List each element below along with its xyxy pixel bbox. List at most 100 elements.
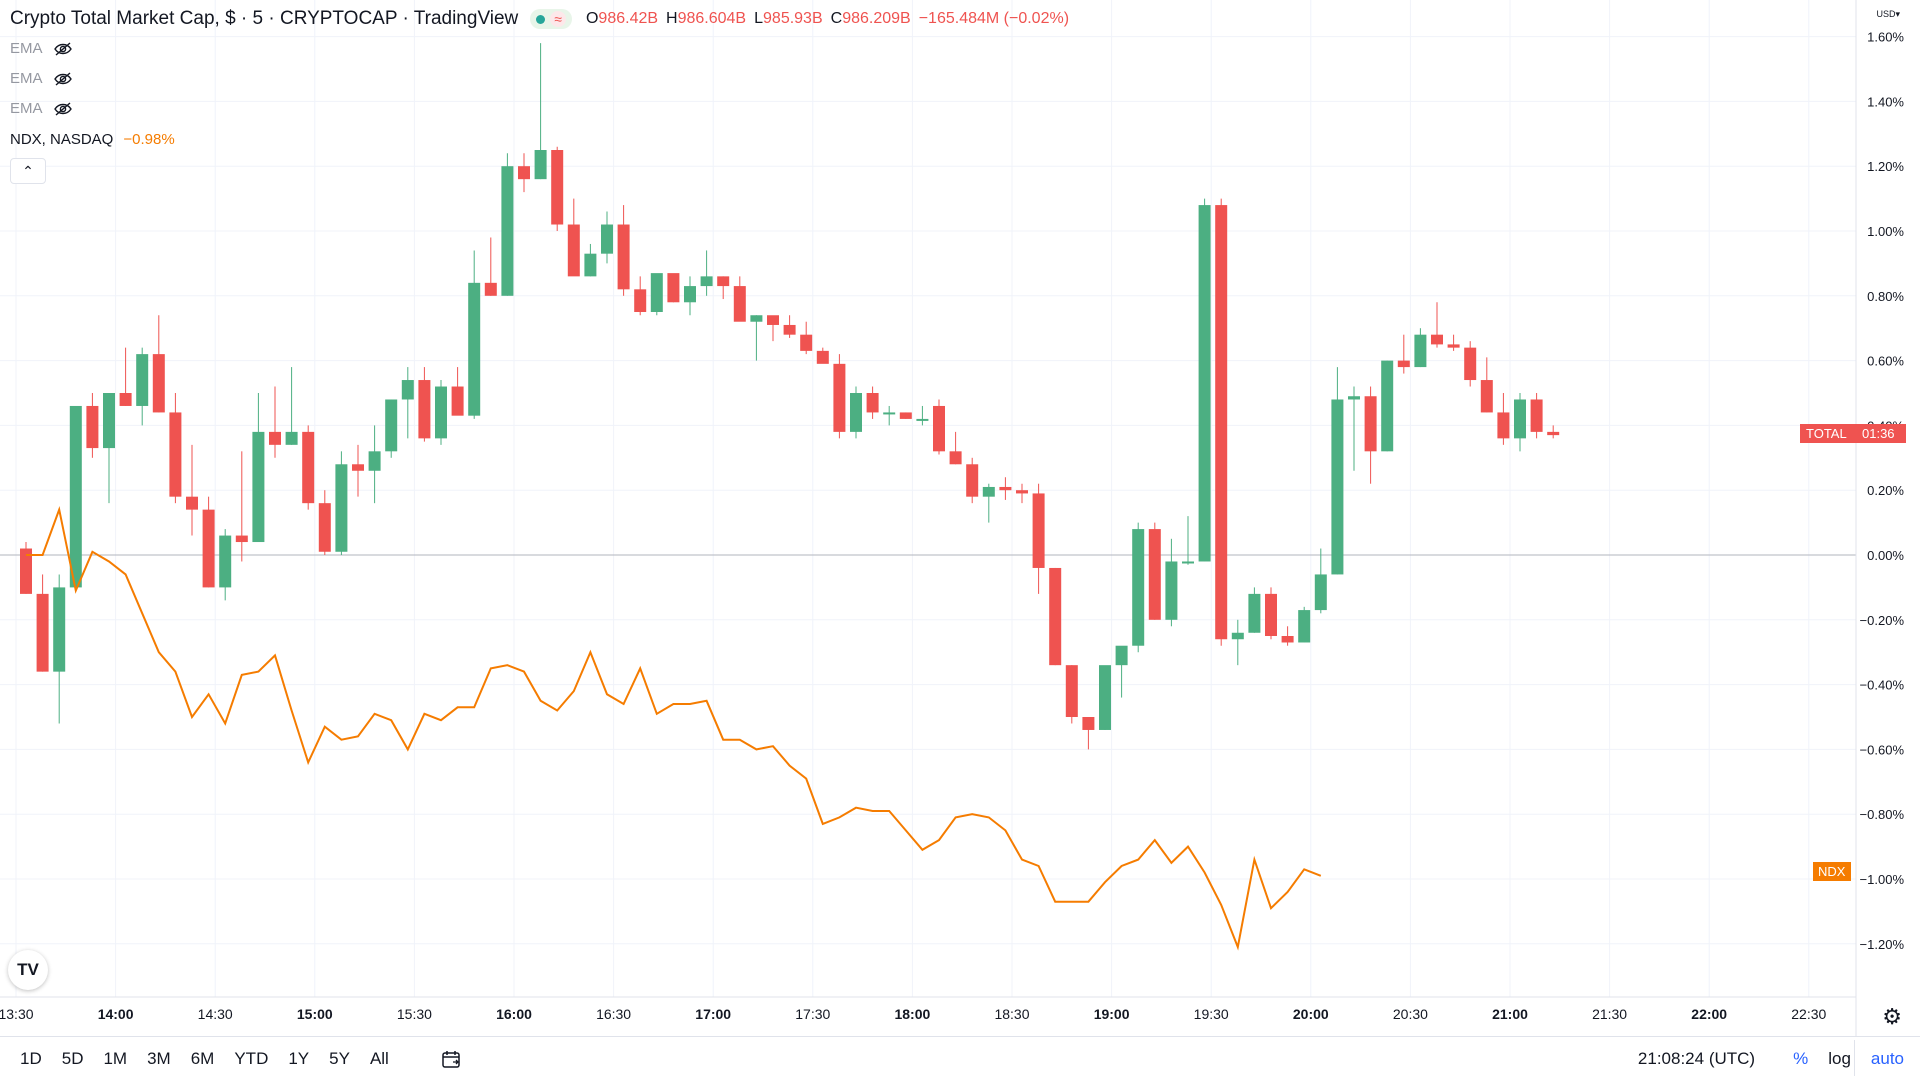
- time-tick-label: 14:00: [98, 1006, 134, 1022]
- eye-hidden-icon[interactable]: [53, 71, 73, 87]
- price-tick-label: −0.80%: [1860, 807, 1905, 822]
- candle-body: [684, 286, 696, 303]
- candle-body: [700, 276, 713, 287]
- eye-hidden-icon[interactable]: [53, 41, 73, 57]
- range-button-3m[interactable]: 3M: [147, 1049, 171, 1068]
- ema-label: EMA: [10, 40, 43, 57]
- candle: [916, 405, 929, 426]
- percent-scale-button[interactable]: %: [1793, 1049, 1809, 1068]
- date-range-buttons: 1D 5D 1M 3M 6M YTD 1Y 5Y All: [10, 1049, 399, 1069]
- candle: [1414, 328, 1427, 368]
- time-tick-label: 18:30: [994, 1006, 1029, 1022]
- candle: [899, 412, 912, 419]
- candle: [966, 457, 979, 504]
- candle-body: [667, 273, 680, 303]
- auto-scale-button[interactable]: auto: [1870, 1049, 1904, 1068]
- candle: [1248, 587, 1261, 633]
- range-button-5d[interactable]: 5D: [61, 1049, 84, 1068]
- candle-body: [1331, 399, 1344, 575]
- candle-body: [20, 548, 32, 594]
- tradingview-logo[interactable]: TV: [8, 950, 48, 990]
- eye-hidden-icon[interactable]: [53, 101, 73, 117]
- candle: [833, 354, 846, 439]
- candle-body: [1348, 396, 1360, 400]
- range-button-1m[interactable]: 1M: [103, 1049, 128, 1068]
- candle-body: [567, 224, 580, 277]
- candle-body: [584, 253, 597, 277]
- candle-body: [899, 412, 912, 419]
- total-badge-countdown: 01:36: [1862, 426, 1895, 441]
- total-price-badge: TOTAL 01:36: [1800, 424, 1906, 443]
- time-tick-label: 21:00: [1492, 1006, 1528, 1022]
- close-value: 986.209B: [842, 10, 911, 27]
- candle-body: [1082, 717, 1095, 730]
- scale-controls: 21:08:24 (UTC) % log auto: [1638, 1037, 1920, 1081]
- candle-body: [235, 535, 248, 543]
- candle: [1265, 587, 1277, 640]
- range-button-1y[interactable]: 1Y: [288, 1049, 310, 1068]
- candle: [1065, 665, 1078, 724]
- candle-body: [468, 282, 481, 416]
- symbol-title[interactable]: Crypto Total Market Cap, $ · 5 · CRYPTOC…: [10, 8, 519, 29]
- candle: [982, 483, 995, 523]
- candle-body: [318, 503, 331, 552]
- candle-body: [136, 354, 149, 406]
- high-label: H: [666, 10, 678, 27]
- candle: [1115, 645, 1128, 698]
- candle-body: [883, 412, 896, 415]
- candle: [1431, 302, 1443, 348]
- candle-body: [767, 315, 779, 325]
- price-tick-label: −0.60%: [1860, 742, 1905, 757]
- candle-body: [451, 386, 464, 416]
- currency-unit-selector[interactable]: USD▾: [1876, 6, 1900, 20]
- candle: [302, 425, 315, 510]
- candle: [783, 315, 796, 338]
- ema-label: EMA: [10, 70, 43, 87]
- candle: [86, 393, 99, 458]
- collapse-legend-button[interactable]: ⌃: [10, 158, 46, 184]
- ndx-line-series: [26, 505, 1322, 951]
- toolbar-divider: [1854, 1040, 1855, 1076]
- chart-plot-area[interactable]: 1.60%1.40%1.20%1.00%0.80%0.60%0.40%0.20%…: [0, 0, 1920, 1036]
- main-legend[interactable]: Crypto Total Market Cap, $ · 5 · CRYPTOC…: [10, 8, 1069, 30]
- candle-body: [1281, 636, 1294, 643]
- candle-body: [816, 350, 829, 364]
- candle-body: [650, 273, 663, 312]
- candle: [202, 496, 215, 588]
- range-button-ytd[interactable]: YTD: [234, 1049, 269, 1068]
- candle-body: [601, 224, 613, 254]
- indicator-ema-3[interactable]: EMA: [10, 100, 73, 117]
- time-tick-label: 20:30: [1393, 1006, 1428, 1022]
- range-button-6m[interactable]: 6M: [190, 1049, 215, 1068]
- gear-icon[interactable]: ⚙: [1882, 1004, 1902, 1029]
- candle-body: [53, 587, 66, 672]
- range-button-all[interactable]: All: [369, 1049, 389, 1068]
- indicator-ema-2[interactable]: EMA: [10, 70, 73, 87]
- candle: [850, 386, 862, 439]
- range-button-1d[interactable]: 1D: [20, 1049, 42, 1068]
- candle-body: [850, 393, 862, 432]
- candle: [136, 347, 149, 426]
- ndx-badge-label: NDX: [1818, 864, 1846, 879]
- log-scale-button[interactable]: log: [1828, 1049, 1851, 1068]
- candle: [684, 276, 696, 316]
- candle-body: [1530, 399, 1543, 432]
- candle: [352, 444, 364, 497]
- candle-body: [1265, 593, 1277, 636]
- candle-body: [1431, 334, 1443, 345]
- range-button-5y[interactable]: 5Y: [329, 1049, 350, 1068]
- candle: [1547, 425, 1560, 439]
- time-tick-label: 18:00: [894, 1006, 930, 1022]
- candle: [368, 425, 381, 504]
- candle: [1331, 367, 1344, 575]
- compare-legend[interactable]: NDX, NASDAQ −0.98%: [10, 131, 175, 148]
- close-label: C: [830, 10, 843, 27]
- candle: [169, 393, 182, 504]
- candle: [1447, 334, 1460, 351]
- indicator-ema-1[interactable]: EMA: [10, 40, 73, 57]
- market-status[interactable]: ≈: [530, 9, 572, 29]
- candle: [103, 393, 115, 504]
- candle: [700, 250, 713, 296]
- utc-clock[interactable]: 21:08:24 (UTC): [1637, 1049, 1756, 1068]
- calendar-go-to-icon[interactable]: [441, 1049, 463, 1069]
